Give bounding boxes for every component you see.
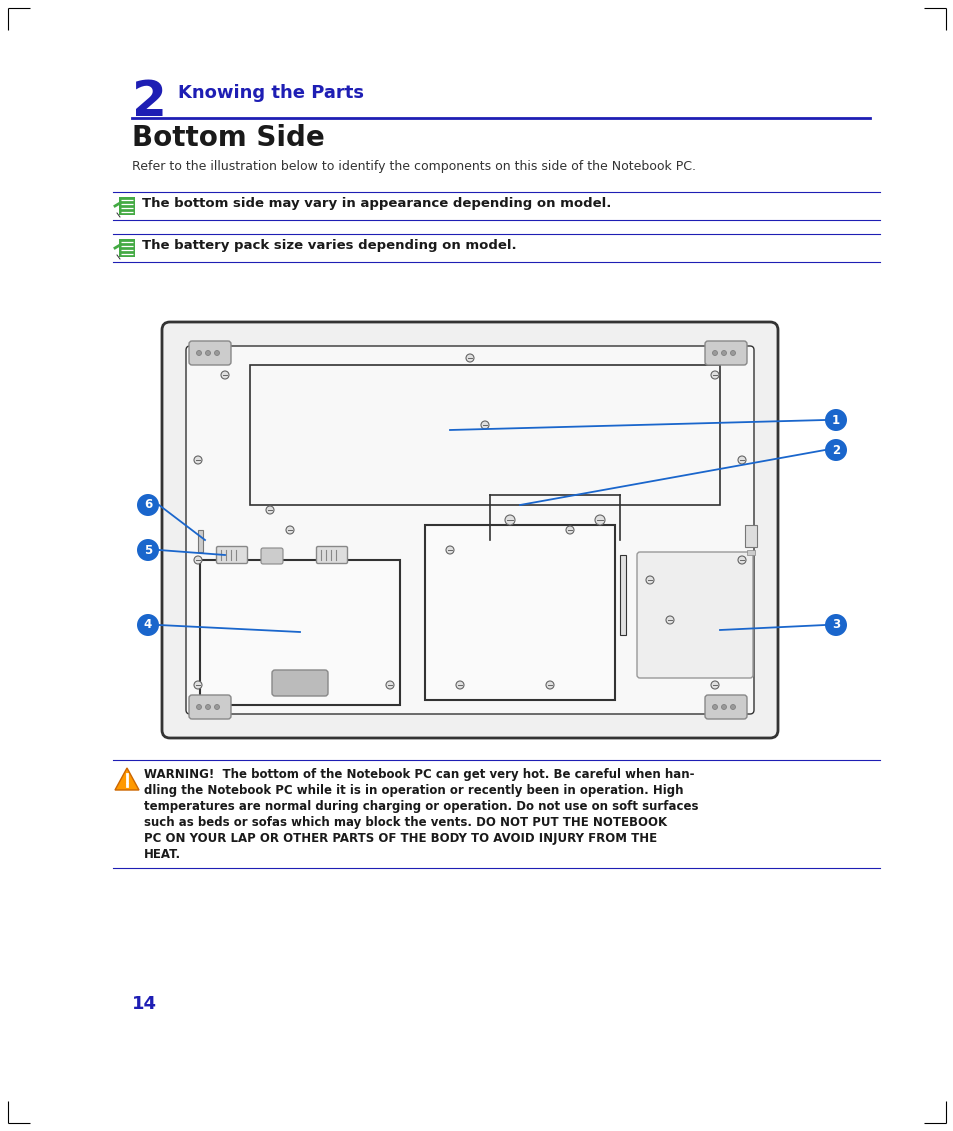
Text: 2: 2 [831, 443, 840, 457]
FancyBboxPatch shape [119, 239, 135, 257]
Circle shape [738, 556, 745, 564]
Circle shape [193, 681, 202, 689]
FancyBboxPatch shape [704, 696, 746, 719]
Circle shape [266, 506, 274, 513]
Circle shape [545, 681, 554, 689]
Circle shape [446, 546, 454, 554]
Circle shape [193, 556, 202, 564]
Circle shape [480, 421, 489, 429]
Circle shape [205, 705, 211, 709]
Bar [744, 525, 757, 547]
Circle shape [137, 614, 159, 636]
Bar [746, 550, 754, 555]
Circle shape [824, 439, 846, 461]
FancyBboxPatch shape [216, 546, 247, 563]
Text: WARNING!  The bottom of the Notebook PC can get very hot. Be careful when han-: WARNING! The bottom of the Notebook PC c… [144, 768, 694, 782]
Circle shape [193, 456, 202, 464]
Text: Bottom Side: Bottom Side [132, 124, 324, 152]
Circle shape [137, 494, 159, 516]
Text: 4: 4 [144, 619, 152, 631]
Text: 14: 14 [132, 995, 157, 1013]
Circle shape [196, 351, 201, 355]
Bar [424, 525, 615, 700]
Circle shape [137, 539, 159, 561]
Text: PC ON YOUR LAP OR OTHER PARTS OF THE BODY TO AVOID INJURY FROM THE: PC ON YOUR LAP OR OTHER PARTS OF THE BOD… [144, 832, 657, 845]
FancyBboxPatch shape [189, 342, 231, 365]
Circle shape [221, 371, 229, 379]
Circle shape [214, 351, 219, 355]
Text: dling the Notebook PC while it is in operation or recently been in operation. Hi: dling the Notebook PC while it is in ope… [144, 784, 682, 797]
Circle shape [824, 409, 846, 431]
Bar [250, 365, 720, 506]
Text: Knowing the Parts: Knowing the Parts [178, 84, 364, 102]
Circle shape [710, 681, 719, 689]
FancyBboxPatch shape [272, 670, 328, 696]
Circle shape [645, 576, 654, 584]
Text: The bottom side may vary in appearance depending on model.: The bottom side may vary in appearance d… [142, 197, 611, 210]
Text: 2: 2 [132, 78, 167, 126]
Circle shape [730, 351, 735, 355]
Text: temperatures are normal during charging or operation. Do not use on soft surface: temperatures are normal during charging … [144, 800, 698, 813]
Circle shape [565, 526, 574, 534]
Circle shape [730, 705, 735, 709]
FancyBboxPatch shape [186, 346, 753, 714]
FancyBboxPatch shape [119, 197, 135, 215]
Text: 3: 3 [831, 619, 840, 631]
Circle shape [720, 705, 726, 709]
Circle shape [386, 681, 394, 689]
Circle shape [665, 616, 673, 624]
Circle shape [712, 351, 717, 355]
Bar [198, 530, 203, 552]
Circle shape [465, 354, 474, 362]
Circle shape [712, 705, 717, 709]
Circle shape [595, 515, 604, 525]
Text: Refer to the illustration below to identify the components on this side of the N: Refer to the illustration below to ident… [132, 159, 696, 173]
Circle shape [205, 351, 211, 355]
Text: The battery pack size varies depending on model.: The battery pack size varies depending o… [142, 239, 517, 252]
Circle shape [720, 351, 726, 355]
Circle shape [504, 515, 515, 525]
Text: such as beds or sofas which may block the vents. DO NOT PUT THE NOTEBOOK: such as beds or sofas which may block th… [144, 815, 666, 829]
Text: 6: 6 [144, 499, 152, 511]
Polygon shape [115, 768, 139, 789]
Text: 1: 1 [831, 414, 840, 426]
Bar [619, 555, 625, 634]
Bar [200, 560, 399, 705]
FancyBboxPatch shape [261, 549, 283, 564]
Circle shape [214, 705, 219, 709]
FancyBboxPatch shape [316, 546, 347, 563]
Text: 5: 5 [144, 544, 152, 556]
Circle shape [738, 456, 745, 464]
Circle shape [824, 614, 846, 636]
FancyBboxPatch shape [637, 552, 752, 677]
Circle shape [286, 526, 294, 534]
Circle shape [196, 705, 201, 709]
FancyBboxPatch shape [189, 696, 231, 719]
Circle shape [456, 681, 463, 689]
FancyBboxPatch shape [162, 322, 778, 739]
Circle shape [710, 371, 719, 379]
FancyBboxPatch shape [704, 342, 746, 365]
Text: HEAT.: HEAT. [144, 848, 181, 861]
